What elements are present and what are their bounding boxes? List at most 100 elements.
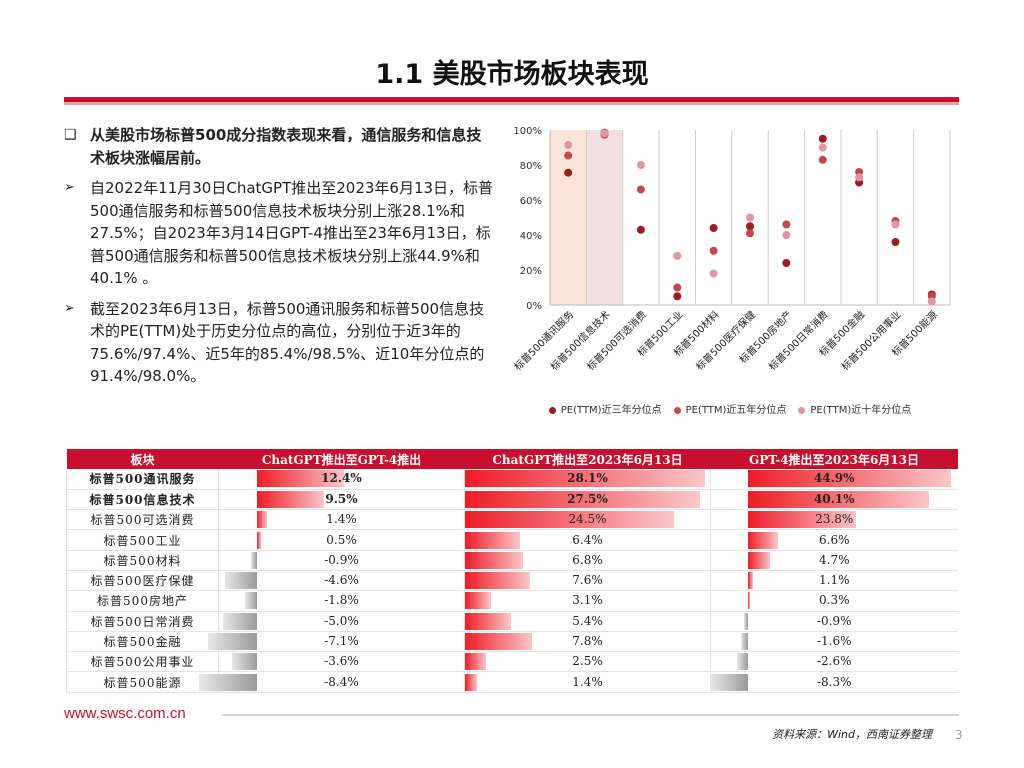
y-tick-label: 40% <box>520 231 542 242</box>
data-bar <box>465 633 532 651</box>
value-cell: -2.6% <box>710 651 958 673</box>
value-text: 1.4% <box>326 512 357 527</box>
sector-name: 标普500材料 <box>66 550 219 571</box>
sector-name: 标普500信息技术 <box>66 489 219 511</box>
value-text: 6.6% <box>819 532 850 547</box>
value-cell: -8.3% <box>710 671 958 693</box>
value-cell: -1.6% <box>710 631 958 653</box>
x-tick-label: 标普500医疗保健 <box>693 308 758 373</box>
data-point <box>636 185 645 194</box>
table-row: 标普500医疗保健 -4.6% 7.6% 1.1% <box>66 570 958 592</box>
value-text: -4.6% <box>324 573 359 588</box>
value-cell: 27.5% <box>464 489 711 511</box>
value-cell: -4.6% <box>218 570 465 592</box>
value-cell: -0.9% <box>710 611 958 632</box>
data-point <box>927 297 936 306</box>
sector-name: 标普500可选消费 <box>66 509 219 531</box>
sector-name: 标普500金融 <box>66 631 219 653</box>
data-point <box>818 155 827 164</box>
data-bar <box>748 592 750 610</box>
data-bar <box>465 612 512 630</box>
data-point <box>782 259 791 267</box>
value-text: 7.6% <box>572 573 603 588</box>
value-cell: 24.5% <box>464 509 711 531</box>
value-cell: -7.1% <box>207 631 465 653</box>
sector-name: 标普500日常消费 <box>66 611 219 632</box>
sector-name: 标普500房地产 <box>66 590 219 612</box>
x-tick-label: 标普500通讯服务 <box>511 308 576 373</box>
value-text: 5.4% <box>572 613 603 628</box>
sector-name: 标普500通讯服务 <box>66 469 219 490</box>
checkbox-bullet-icon: ❑ <box>64 127 77 143</box>
data-point <box>709 246 718 255</box>
data-bar <box>748 531 779 549</box>
table-row: 标普500日常消费 -5.0% 5.4% -0.9% <box>66 611 958 632</box>
arrow-bullet-icon: ➢ <box>64 180 75 195</box>
data-bar <box>198 673 258 691</box>
pe-percentile-chart-svg: 0%20%40%60%80%100%标普500通讯服务标普500信息技术标普50… <box>511 126 951 373</box>
data-point <box>855 173 864 182</box>
data-bar <box>711 673 749 691</box>
highlight-band <box>586 130 623 305</box>
data-bar <box>257 470 344 488</box>
value-cell: -3.6% <box>218 651 465 673</box>
footer-url: www.swsc.com.cn <box>64 705 186 722</box>
value-text: 24.5% <box>568 512 607 527</box>
value-text: 6.8% <box>572 552 603 567</box>
table-row: 标普500信息技术 9.5% 27.5% 40.1% <box>66 489 958 511</box>
legend-entry: PE(TTM)近十年分位点 <box>798 401 911 416</box>
data-bar <box>744 612 749 630</box>
data-bar <box>736 653 749 671</box>
data-bar <box>465 531 520 549</box>
value-cell: 0.3% <box>710 590 958 612</box>
data-point <box>709 269 718 278</box>
source-note: 资料来源：Wind，西南证券整理 <box>772 728 932 741</box>
data-bar <box>465 673 477 691</box>
value-cell: 7.8% <box>464 631 711 653</box>
value-text: 0.3% <box>819 593 850 608</box>
value-text: 3.1% <box>572 593 603 608</box>
legend-label: PE(TTM)近三年分位点 <box>560 405 662 416</box>
data-point <box>746 213 754 222</box>
value-cell: 5.4% <box>464 611 711 632</box>
data-bar <box>465 572 530 590</box>
data-point <box>564 168 573 177</box>
sector-name: 标普500公用事业 <box>66 651 219 673</box>
x-tick-label: 标普500信息技术 <box>548 308 613 373</box>
table-row: 标普500通讯服务 12.4% 28.1% 44.9% <box>66 469 958 490</box>
value-text: 4.7% <box>819 552 850 567</box>
bullet-valuation: ➢ 截至2023年6月13日，标普500通讯服务和标普500信息技术的PE(TT… <box>64 298 494 388</box>
data-bar <box>748 551 770 569</box>
chart-legend: PE(TTM)近三年分位点 PE(TTM)近五年分位点 PE(TTM)近十年分位点 <box>500 401 960 416</box>
x-tick-label: 标普500公用事业 <box>838 308 903 373</box>
footer-divider <box>222 714 959 716</box>
table-row: 标普500金融 -7.1% 7.8% -1.6% <box>66 631 958 653</box>
value-text: -2.6% <box>816 654 852 669</box>
value-text: 0.5% <box>326 532 357 547</box>
data-point <box>891 220 900 229</box>
legend-entry: PE(TTM)近五年分位点 <box>673 401 786 416</box>
data-point <box>636 225 645 234</box>
data-point <box>636 161 645 169</box>
data-point <box>818 143 827 152</box>
header-sector: 板块 <box>66 449 219 469</box>
data-bar <box>741 633 749 651</box>
data-point <box>782 220 791 229</box>
value-text: 1.4% <box>572 674 603 689</box>
sector-performance-table: 板块 ChatGPT推出至GPT-4推出 ChatGPT推出至2023年6月13… <box>66 449 958 693</box>
arrow-bullet-icon: ➢ <box>64 300 75 316</box>
value-cell: -0.9% <box>218 550 465 571</box>
x-tick-label: 标普500可选消费 <box>584 308 649 373</box>
data-bar <box>257 511 268 529</box>
data-bar <box>748 572 754 590</box>
data-point <box>746 222 754 231</box>
value-cell: 23.8% <box>710 509 958 531</box>
header-gpt4-to-date: GPT-4推出至2023年6月13日 <box>710 449 958 469</box>
data-bar <box>244 592 258 610</box>
value-cell: -8.4% <box>198 671 465 693</box>
table-row: 标普500材料 -0.9% 6.8% 4.7% <box>66 550 958 571</box>
value-cell: 1.4% <box>464 671 711 693</box>
value-text: -0.9% <box>816 613 852 628</box>
data-bar <box>257 531 261 549</box>
y-tick-label: 100% <box>513 126 542 137</box>
